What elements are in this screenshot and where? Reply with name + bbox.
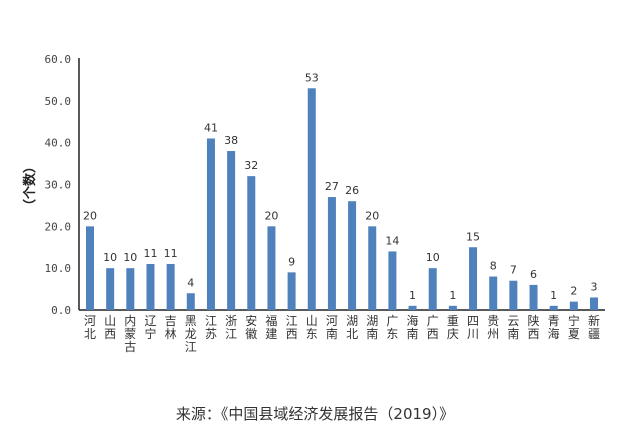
x-tick-label: 安徽 (245, 313, 257, 341)
bar-chart: 0.0 10.0 20.0 30.0 40.0 50.0 60.0 （个数） 20 河北 10 山西 1… (22, 53, 605, 354)
bar-河南 (327, 197, 336, 310)
bar-湖南 (368, 226, 377, 310)
data-label: 20 (365, 209, 379, 222)
x-tick-label: 河北 (84, 314, 96, 341)
x-tick-label: 新疆 (588, 313, 600, 341)
x-tick-label: 贵州 (487, 314, 499, 341)
bar-福建 (267, 226, 276, 310)
data-label: 53 (305, 71, 319, 84)
x-tick-label: 青海 (548, 314, 560, 341)
source-caption: 来源：《中国县域经济发展报告（2019）》 (175, 405, 455, 423)
bar-贵州 (489, 276, 498, 310)
data-label: 3 (591, 280, 598, 293)
x-tick-label: 山西 (104, 314, 116, 341)
x-tick-label: 河南 (326, 314, 338, 341)
data-label: 38 (224, 134, 238, 147)
data-label: 11 (164, 247, 178, 260)
data-label: 14 (385, 234, 399, 247)
data-label: 10 (103, 251, 117, 264)
bar-山西 (106, 268, 115, 310)
x-tick-label: 江苏 (205, 314, 217, 341)
data-label: 2 (570, 285, 577, 298)
bar-吉林 (166, 263, 175, 310)
x-tick-label: 四川 (467, 314, 479, 341)
bar-黑龙江 (186, 293, 195, 310)
bar-陕西 (529, 284, 538, 310)
data-label: 9 (288, 255, 295, 268)
data-label: 8 (490, 260, 497, 273)
bar-河北 (86, 226, 94, 310)
data-label: 26 (345, 184, 359, 197)
x-tick-label: 湖北 (346, 313, 358, 341)
x-tick-label: 湖南 (366, 313, 378, 341)
x-tick-label: 浙江 (225, 314, 237, 341)
bar-青海 (549, 305, 558, 310)
data-label: 20 (83, 209, 97, 222)
bar-辽宁 (146, 263, 155, 310)
bar-浙江 (227, 151, 236, 310)
x-tick-label: 陕西 (528, 313, 540, 341)
data-label: 27 (325, 180, 339, 193)
y-tick-label: 10.0 (45, 262, 72, 275)
bar-广西 (428, 268, 437, 310)
bar-云南 (509, 280, 518, 310)
bar-湖北 (348, 201, 357, 310)
data-label: 7 (510, 264, 517, 277)
bar-江苏 (206, 138, 215, 310)
data-label: 10 (426, 251, 440, 264)
x-tick-label: 海南 (407, 313, 419, 341)
bar-重庆 (448, 305, 457, 310)
data-label: 15 (466, 230, 480, 243)
data-label: 41 (204, 121, 218, 134)
data-label: 6 (530, 268, 537, 281)
y-tick-label: 50.0 (45, 95, 72, 108)
data-label: 10 (123, 251, 137, 264)
x-tick-label: 广东 (386, 314, 398, 341)
bar-海南 (408, 305, 417, 310)
x-tick-label: 吉林 (165, 314, 177, 341)
data-label: 1 (550, 289, 557, 302)
x-tick-label: 江西 (286, 314, 298, 341)
y-tick-label: 40.0 (45, 137, 72, 150)
x-tick-label: 山东 (306, 314, 318, 341)
data-label: 20 (264, 209, 278, 222)
x-tick-label: 广西 (427, 314, 439, 341)
x-tick-label: 福建 (265, 313, 277, 341)
bar-江西 (287, 272, 296, 310)
data-label: 32 (244, 159, 258, 172)
x-tick-label: 云南 (507, 314, 519, 341)
bar-宁夏 (569, 301, 578, 310)
bar-山东 (307, 88, 316, 311)
bar-新疆 (590, 297, 598, 310)
data-label: 11 (143, 247, 157, 260)
y-tick-label: 30.0 (45, 179, 72, 192)
data-label: 1 (449, 289, 456, 302)
data-label: 4 (187, 276, 194, 289)
data-label: 1 (409, 289, 416, 302)
bar-广东 (388, 251, 397, 310)
bar-安徽 (247, 176, 256, 310)
bar-四川 (469, 247, 478, 310)
x-tick-label: 宁夏 (568, 313, 580, 341)
y-axis-label: （个数） (22, 160, 38, 212)
x-tick-label: 黑龙江 (185, 314, 197, 354)
y-tick-label: 20.0 (45, 220, 72, 233)
y-tick-label: 60.0 (45, 53, 72, 66)
bar-内蒙古 (126, 268, 135, 310)
x-tick-label: 辽宁 (144, 314, 156, 341)
x-tick-label: 内蒙古 (124, 314, 136, 354)
y-tick-label: 0.0 (51, 304, 71, 317)
x-tick-label: 重庆 (447, 314, 459, 341)
